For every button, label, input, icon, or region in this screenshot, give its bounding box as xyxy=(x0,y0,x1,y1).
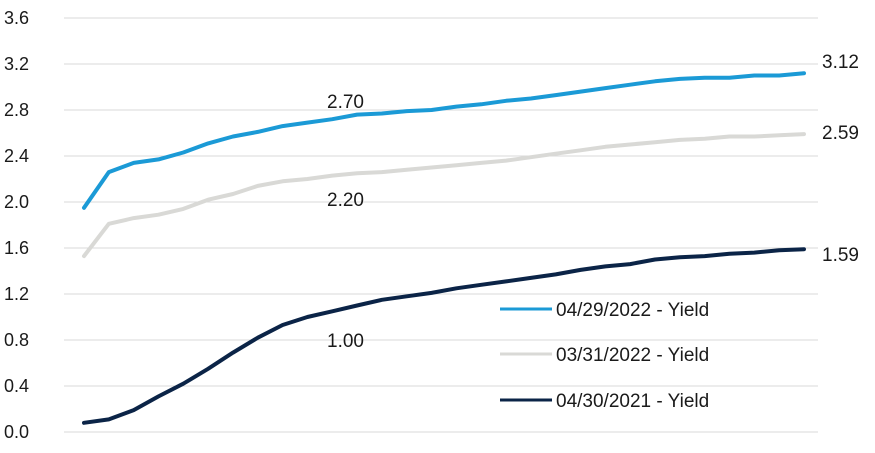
data-label-2021-04-mid: 1.00 xyxy=(327,331,364,352)
data-label-2022-03-end: 2.59 xyxy=(822,123,859,144)
data-label-2022-04-end: 3.12 xyxy=(822,52,859,73)
y-tick-label: 0.0 xyxy=(4,422,29,442)
legend-label-series-3: 04/30/2021 - Yield xyxy=(556,391,709,412)
series-lines xyxy=(82,71,806,425)
series-line-1 xyxy=(82,71,806,210)
series-line-2 xyxy=(82,132,806,259)
data-label-2022-04-mid: 2.70 xyxy=(327,92,364,113)
y-tick-label: 2.4 xyxy=(4,146,29,166)
legend-label-series-2: 03/31/2022 - Yield xyxy=(556,345,709,366)
y-tick-label: 1.2 xyxy=(4,284,29,304)
y-tick-label: 1.6 xyxy=(4,238,29,258)
data-label-2022-03-mid: 2.20 xyxy=(327,190,364,211)
data-labels: 2.70 2.20 1.00 3.12 2.59 1.59 xyxy=(327,52,859,352)
y-tick-label: 2.8 xyxy=(4,100,29,120)
data-label-2021-04-end: 1.59 xyxy=(822,245,859,266)
y-tick-label: 0.8 xyxy=(4,330,29,350)
y-tick-label: 3.2 xyxy=(4,54,29,74)
gridlines xyxy=(64,17,818,433)
y-tick-label: 0.4 xyxy=(4,376,29,396)
legend-label-series-1: 04/29/2022 - Yield xyxy=(556,300,709,321)
legend: 04/29/2022 - Yield 03/31/2022 - Yield 04… xyxy=(500,300,709,412)
y-axis-tick-labels: 0.0 0.4 0.8 1.2 1.6 2.0 2.4 2.8 3.2 3.6 xyxy=(4,8,29,442)
y-tick-label: 3.6 xyxy=(4,8,29,28)
y-tick-label: 2.0 xyxy=(4,192,29,212)
series-line-3 xyxy=(82,247,806,425)
